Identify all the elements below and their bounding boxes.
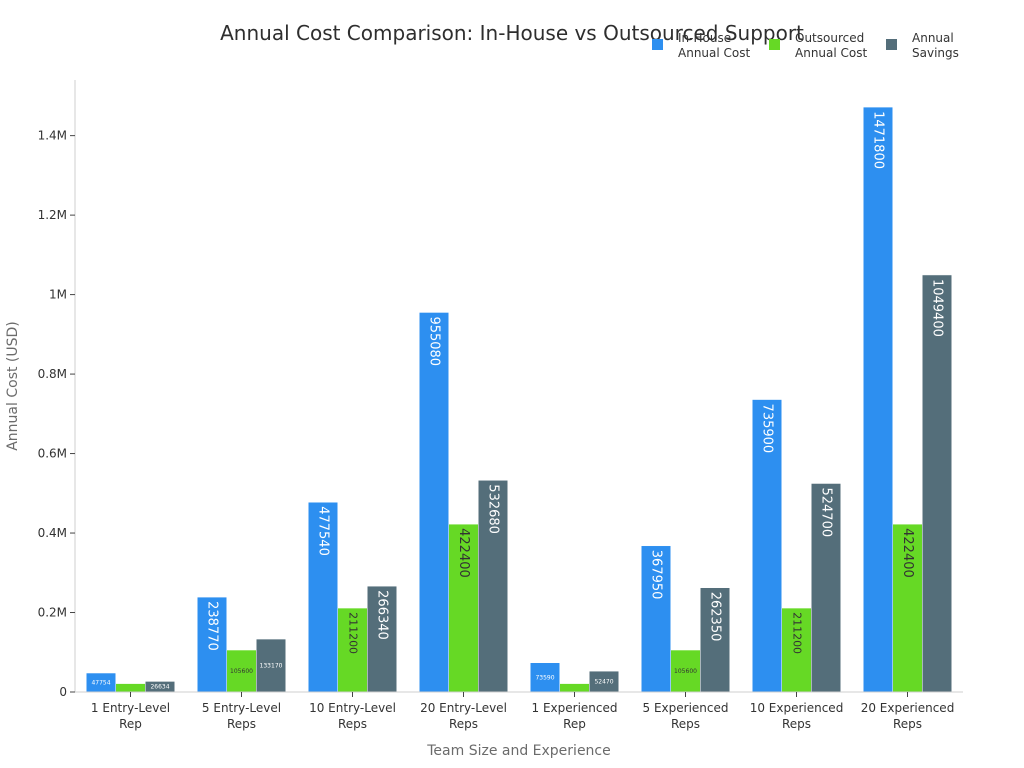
bar-value-label: 105600 [674,668,697,675]
bar-value-label: 422400 [900,528,915,578]
y-axis: 0 0.2M 0.4M 0.6M 0.8M 1M 1.2M 1.4M [38,80,76,699]
bar-value-label: 532680 [486,484,501,534]
bar [811,483,841,693]
x-axis-title: Team Size and Experience [426,743,611,759]
bar-value-label: 105600 [230,668,253,675]
x-axis: 1 Entry-Level Rep 5 Entry-Level Reps 10 Entr… [75,691,963,731]
bar [478,480,508,693]
bar [226,649,257,693]
legend-label: Annual Savings [912,31,959,60]
bar [530,662,560,693]
bar [559,683,590,693]
bar-value-label: 367950 [649,550,664,600]
x-tick-label: 5 Experienced Reps [643,701,729,731]
bar-value-label: 238770 [205,601,220,651]
bar [892,523,923,693]
bar [419,312,449,693]
bar-value-label: 211200 [347,612,360,654]
bar-value-label: 477540 [316,506,331,556]
bar [256,638,286,693]
bar-value-label: 47754 [91,680,110,687]
bar [115,683,146,693]
y-tick-label: 1.2M [38,208,67,222]
bar-value-label: 524700 [819,487,834,537]
x-tick-label: 1 Experienced Rep [532,701,618,731]
y-tick-label: 1.4M [38,129,67,143]
bar-value-label: 52470 [594,679,613,686]
bar [922,274,952,693]
x-tick-label: 10 Experienced Reps [750,701,844,731]
x-tick-label: 20 Experienced Reps [861,701,955,731]
x-tick-label: 20 Entry-Level Reps [420,701,507,731]
bar [448,523,479,693]
legend: In-House Annual Cost Outsourced Annual Cost… [652,31,959,60]
y-tick-label: 0 [59,685,67,699]
bar-value-label: 73590 [535,674,554,681]
legend-label: In-House Annual Cost [678,31,751,60]
x-tick-label: 5 Entry-Level Reps [202,701,281,731]
y-tick-label: 0.6M [38,447,67,461]
x-tick-label: 10 Entry-Level Reps [309,701,396,731]
bar-value-label: 262350 [708,592,723,642]
bars: 47754 26634 238770 105600 133170 477540 211200… [86,106,952,693]
y-tick-label: 0.2M [38,606,67,620]
bar [641,545,671,693]
bar-value-label: 133170 [260,663,283,670]
y-tick-label: 0.8M [38,367,67,381]
bar [700,587,730,693]
bar-value-label: 1471800 [871,111,886,169]
legend-label: Outsourced Annual Cost [795,31,868,60]
bar-value-label: 735900 [760,404,775,454]
bar [367,585,397,693]
legend-swatch [886,39,897,50]
bar [863,106,893,693]
bar [670,649,701,693]
legend-swatch [652,39,663,50]
bar-value-label: 26634 [150,684,169,691]
y-tick-label: 1M [49,288,67,302]
bar [197,596,227,693]
bar [752,399,782,693]
y-tick-label: 0.4M [38,526,67,540]
bar-value-label: 1049400 [930,279,945,337]
bar-value-label: 266340 [375,590,390,640]
bar [308,501,338,693]
legend-swatch [769,39,780,50]
x-tick-label: 1 Entry-Level Rep [91,701,170,731]
bar-value-label: 955080 [427,316,442,366]
chart-title: Annual Cost Comparison: In-House vs Outs… [220,21,804,45]
bar-value-label: 211200 [791,612,804,654]
bar-value-label: 422400 [456,528,471,578]
y-axis-title: Annual Cost (USD) [5,321,21,451]
